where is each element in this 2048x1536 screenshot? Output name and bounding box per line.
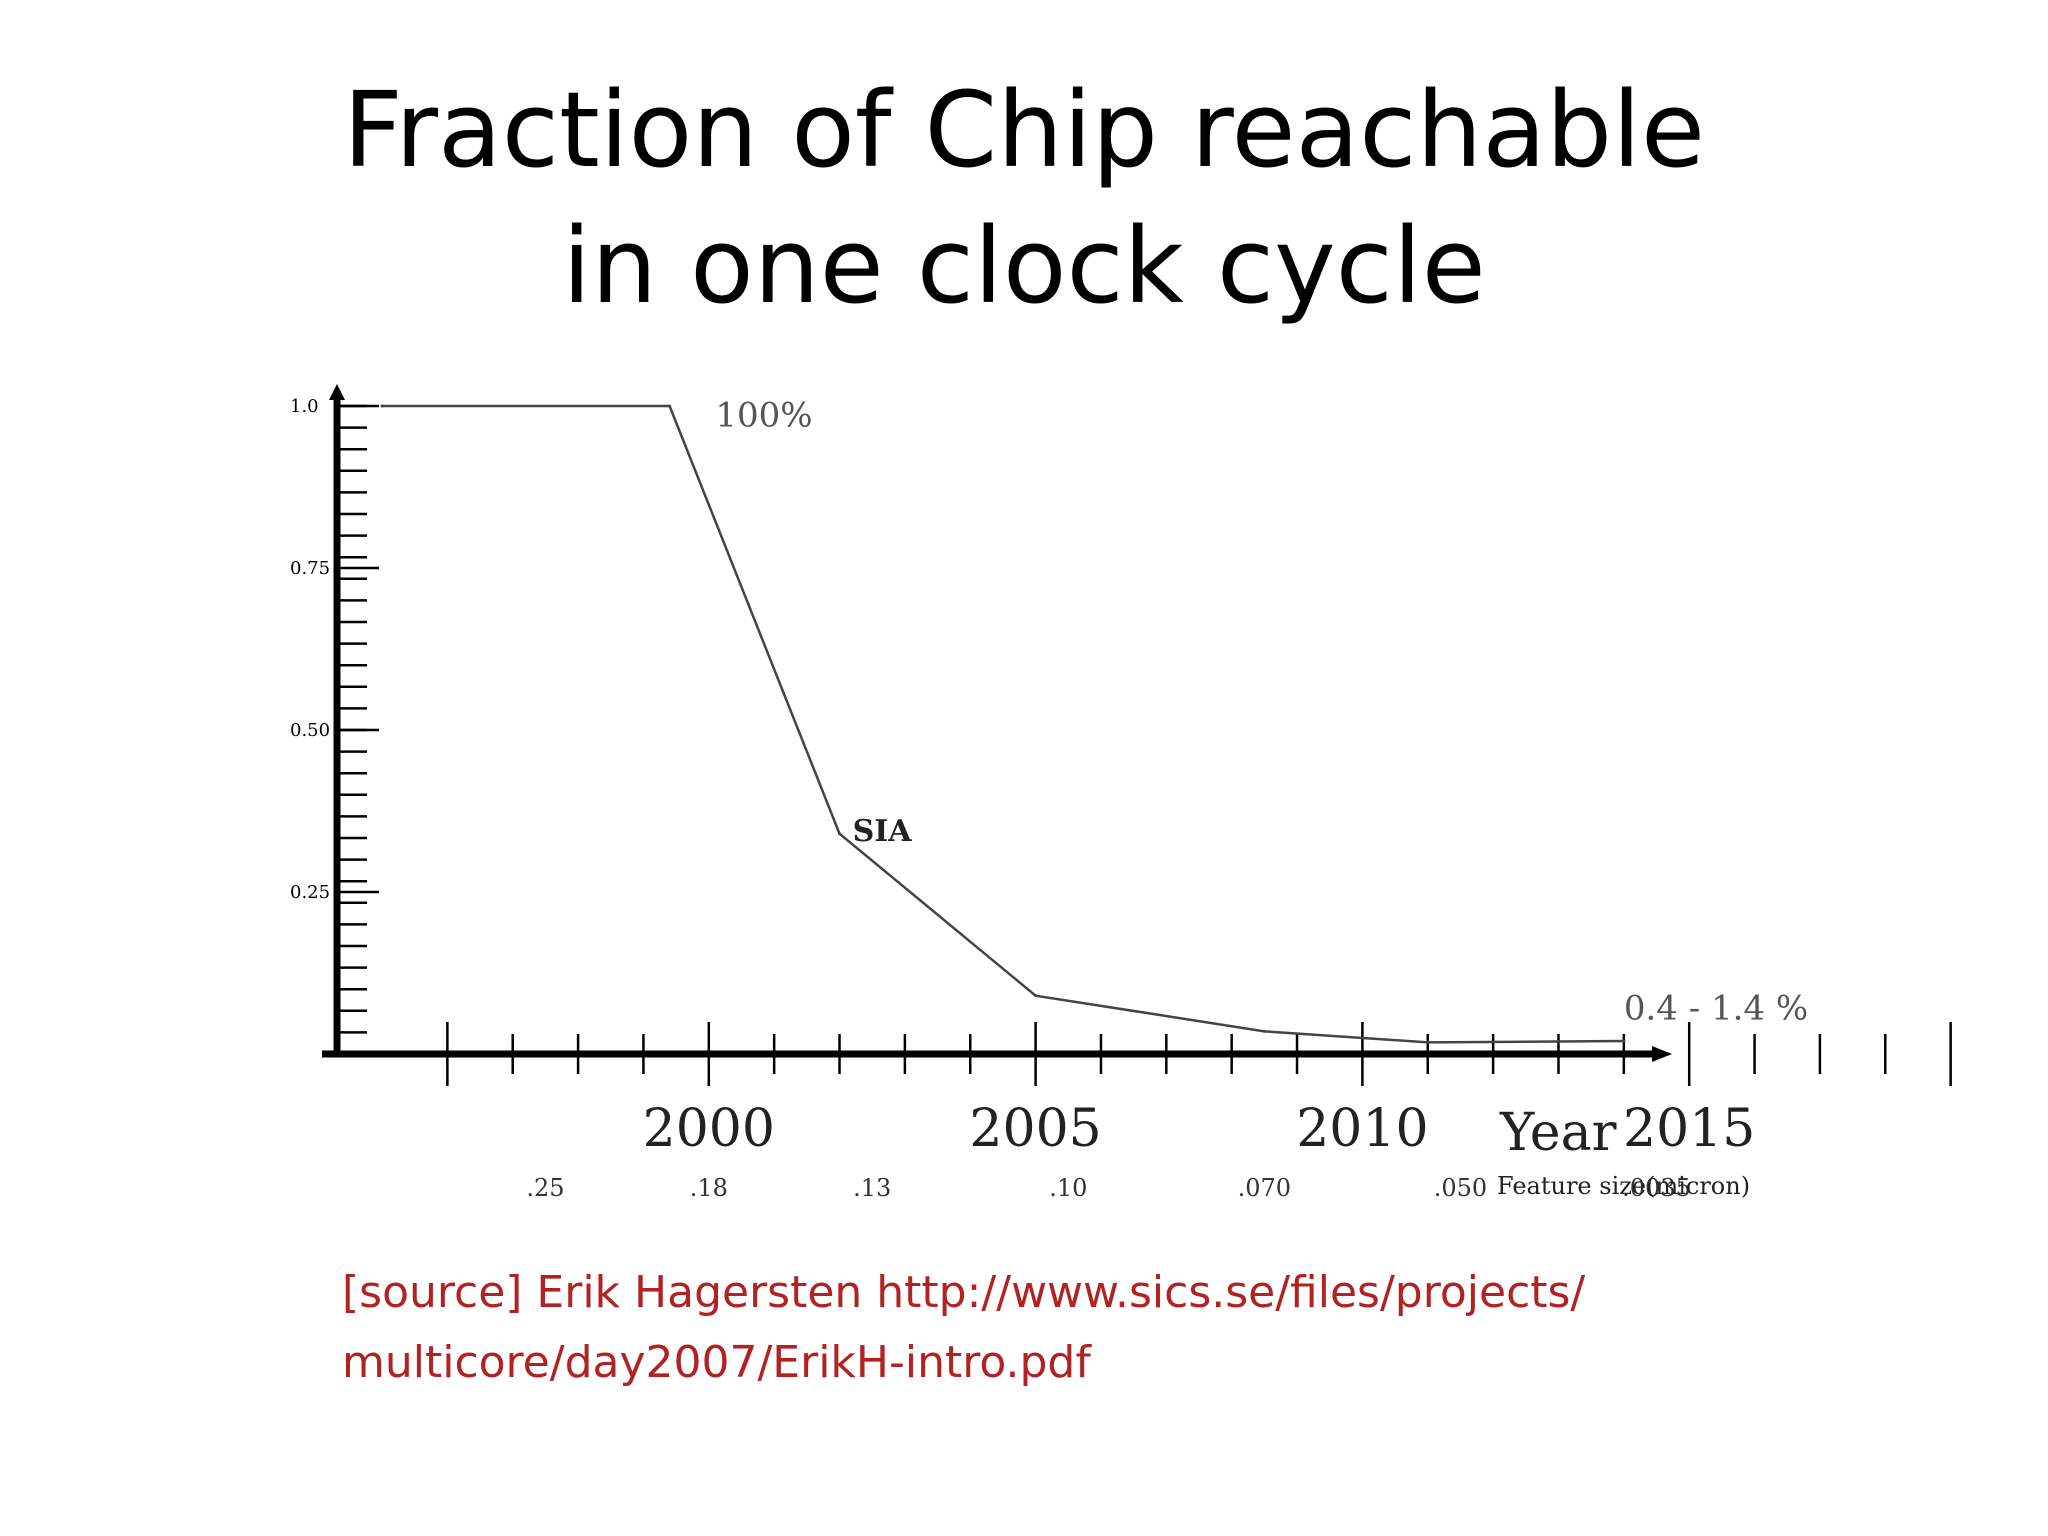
source-citation: [source] Erik Hagersten http://www.sics.… <box>342 1258 1642 1398</box>
annotation-range: 0.4 - 1.4 % <box>1624 988 1808 1028</box>
x-axis-subtitle: Feature size(micron) <box>1497 1172 1750 1200</box>
annotation-sia: SIA <box>853 814 913 849</box>
source-citation-line-1[interactable]: [source] Erik Hagersten http://www.sics.… <box>342 1267 1586 1318</box>
y-tick-label: 0.75 <box>290 558 330 579</box>
data-point <box>380 404 384 408</box>
y-axis-arrow <box>329 384 345 400</box>
y-tick-label: 0.25 <box>290 882 330 903</box>
x-axis-title: Year <box>1499 1103 1617 1163</box>
x-tick-label: 2010 <box>1296 1099 1428 1159</box>
slide-title-line-1: Fraction of Chip reachable <box>343 69 1705 191</box>
x-tick-label: 2015 <box>1623 1099 1755 1159</box>
feature-size-label: .13 <box>853 1174 891 1202</box>
feature-size-label: .050 <box>1434 1174 1487 1202</box>
y-tick-label: 1.0 <box>290 396 319 417</box>
slide-title-line-2: in one clock cycle <box>562 205 1486 327</box>
source-citation-line-2[interactable]: multicore/day2007/ErikH-intro.pdf <box>342 1337 1091 1388</box>
feature-size-label: .070 <box>1238 1174 1291 1202</box>
data-point <box>1262 1029 1266 1033</box>
data-point <box>838 832 842 836</box>
data-point <box>1034 994 1038 998</box>
feature-size-label: .10 <box>1049 1174 1087 1202</box>
y-tick-label: 0.50 <box>290 720 330 741</box>
x-tick-label: 2005 <box>969 1099 1101 1159</box>
data-point <box>668 404 672 408</box>
slide-title: Fraction of Chip reachable in one clock … <box>0 62 2048 334</box>
x-axis-arrow <box>1652 1046 1672 1062</box>
series-line-sia <box>382 404 1624 1044</box>
x-tick-label: 2000 <box>643 1099 775 1159</box>
annotation-100-percent: 100% <box>715 395 812 435</box>
data-point <box>1622 1039 1626 1043</box>
feature-size-label: .18 <box>690 1174 728 1202</box>
feature-size-label: .0035 <box>1622 1174 1691 1202</box>
data-point <box>1426 1040 1430 1044</box>
feature-size-label: .25 <box>526 1174 564 1202</box>
